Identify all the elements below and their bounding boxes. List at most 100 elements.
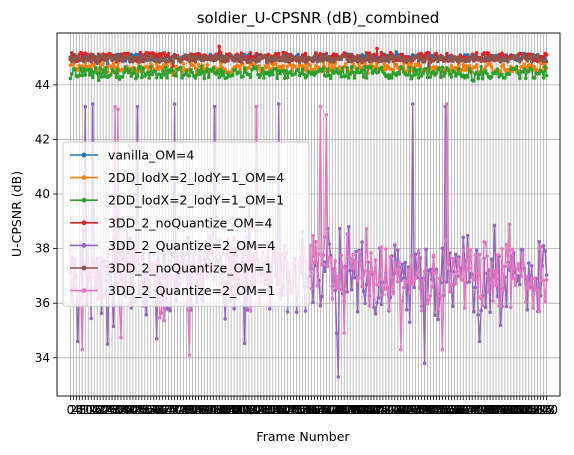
series-point (359, 250, 363, 254)
series-point (91, 102, 95, 106)
series-point (171, 69, 175, 73)
series-point (392, 292, 396, 296)
series-point (362, 273, 366, 277)
y-axis-label: U-CPSNR (dB) (9, 171, 24, 257)
series-point (374, 68, 378, 72)
series-point (460, 278, 464, 282)
series-point (537, 240, 541, 244)
series-point (322, 254, 326, 258)
series-point (469, 248, 473, 252)
series-point (115, 75, 119, 79)
series-point (179, 66, 183, 70)
series-point (418, 64, 422, 68)
series-point (542, 76, 546, 80)
series-point (375, 301, 379, 305)
series-point (164, 66, 168, 70)
series-point (329, 77, 333, 81)
legend-marker (82, 288, 87, 293)
series-point (387, 60, 391, 64)
series-point (442, 74, 446, 78)
series-point (162, 73, 166, 77)
series-point (281, 64, 285, 68)
series-point (271, 73, 275, 77)
series-point (423, 361, 427, 365)
series-point (201, 54, 205, 58)
series-point (427, 65, 431, 69)
series-point (100, 312, 104, 316)
series-point (338, 70, 342, 74)
series-point (418, 54, 422, 58)
series-point (494, 283, 498, 287)
series-point (319, 304, 323, 308)
series-point (109, 64, 113, 68)
series-point (238, 71, 242, 75)
series-point (286, 310, 290, 314)
series-point (392, 59, 396, 63)
series-point (476, 313, 480, 317)
series-point (409, 254, 413, 258)
series-point (286, 55, 290, 59)
series-point (76, 340, 80, 344)
series-point (441, 66, 445, 70)
series-point (353, 267, 357, 271)
series-point (421, 279, 425, 283)
series-point (219, 51, 223, 55)
series-point (214, 72, 218, 76)
series-point (432, 254, 436, 258)
series-point (543, 65, 547, 69)
series-point (119, 336, 123, 340)
series-point (401, 299, 405, 303)
series-point (84, 105, 88, 109)
series-point (171, 64, 175, 68)
series-point (88, 73, 92, 77)
series-point (488, 281, 492, 285)
series-point (490, 262, 494, 266)
series-point (173, 102, 177, 106)
series-point (222, 55, 226, 59)
series-point (155, 337, 159, 341)
series-point (523, 268, 527, 272)
series-point (275, 77, 279, 81)
series-point (158, 316, 162, 320)
series-point (70, 72, 74, 76)
series-point (342, 331, 346, 335)
series-point (274, 62, 278, 66)
series-point (467, 67, 471, 71)
series-point (485, 55, 489, 59)
series-point (472, 278, 476, 282)
series-point (436, 60, 440, 64)
series-point (354, 56, 358, 60)
series-point (148, 76, 152, 80)
legend: vanilla_OM=42DD_lodX=2_lodY=1_OM=42DD_lo… (63, 142, 309, 306)
series-point (345, 232, 349, 236)
series-point (475, 51, 479, 55)
series-point (545, 278, 549, 282)
series-point (406, 268, 410, 272)
series-point (314, 240, 318, 244)
series-point (174, 74, 178, 78)
series-point (487, 290, 491, 294)
series-point (262, 76, 266, 80)
series-point (338, 288, 342, 292)
series-point (249, 51, 253, 55)
series-point (320, 263, 324, 267)
series-point (311, 59, 315, 63)
series-point (363, 302, 367, 306)
series-point (350, 65, 354, 69)
series-point (475, 63, 479, 67)
series-point (363, 269, 367, 273)
series-point (317, 252, 321, 256)
series-point (325, 52, 329, 56)
legend-marker (82, 266, 87, 271)
series-point (475, 272, 479, 276)
series-point (401, 53, 405, 57)
series-point (159, 76, 163, 80)
series-point (237, 65, 241, 69)
series-point (426, 55, 430, 59)
series-point (389, 255, 393, 259)
x-tick-label: 320 (535, 403, 558, 417)
series-point (380, 303, 384, 307)
series-point (155, 76, 159, 80)
series-point (170, 56, 174, 60)
series-point (335, 331, 339, 335)
